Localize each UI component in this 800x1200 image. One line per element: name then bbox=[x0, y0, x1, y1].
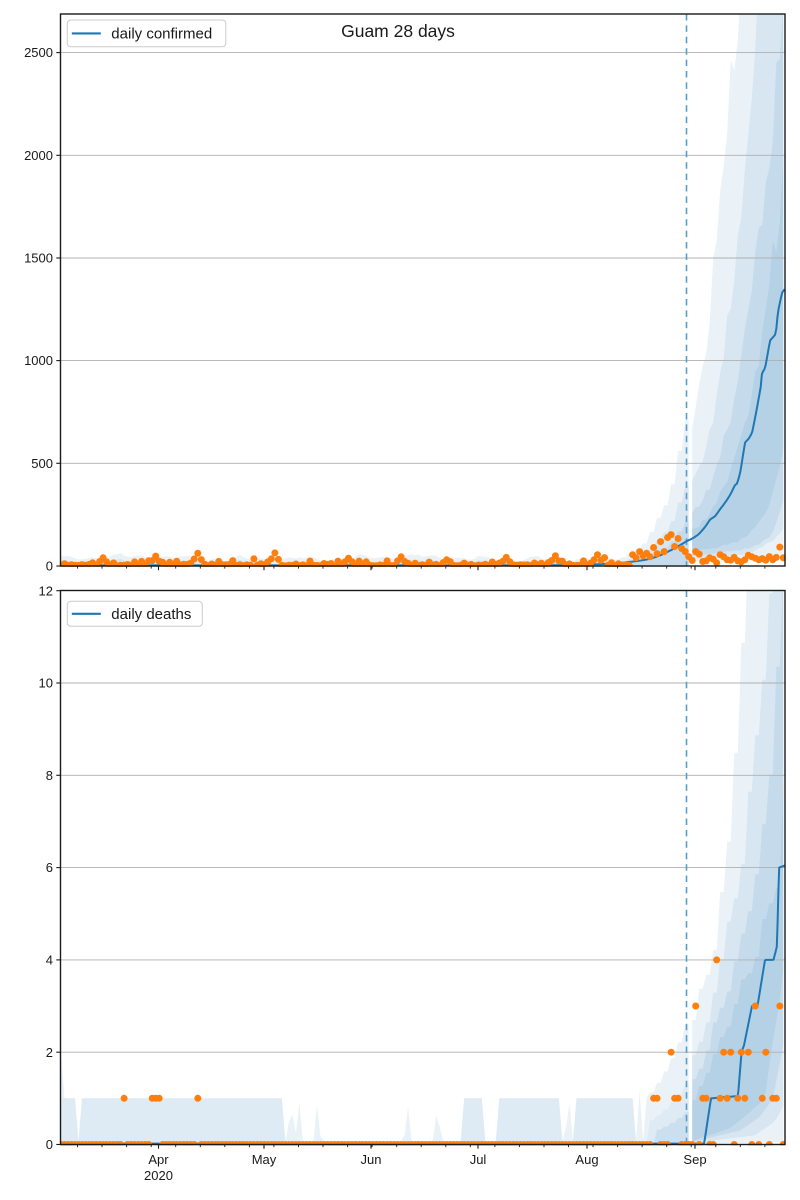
svg-text:2500: 2500 bbox=[24, 45, 53, 60]
svg-text:2: 2 bbox=[46, 1045, 53, 1060]
svg-text:12: 12 bbox=[39, 583, 53, 598]
svg-text:Apr: Apr bbox=[148, 1152, 169, 1167]
svg-text:2020: 2020 bbox=[144, 1168, 173, 1183]
svg-text:Sep: Sep bbox=[683, 1152, 706, 1167]
svg-text:6: 6 bbox=[46, 860, 53, 875]
svg-text:Aug: Aug bbox=[575, 1152, 598, 1167]
svg-text:500: 500 bbox=[31, 456, 53, 471]
svg-text:1000: 1000 bbox=[24, 353, 53, 368]
svg-text:Jul: Jul bbox=[470, 1152, 487, 1167]
svg-text:4: 4 bbox=[46, 953, 53, 968]
svg-text:1500: 1500 bbox=[24, 251, 53, 266]
svg-text:0: 0 bbox=[46, 559, 53, 574]
svg-text:daily confirmed: daily confirmed bbox=[111, 26, 212, 43]
svg-text:8: 8 bbox=[46, 768, 53, 783]
svg-text:Jun: Jun bbox=[361, 1152, 382, 1167]
svg-text:daily deaths: daily deaths bbox=[111, 606, 191, 623]
svg-text:2000: 2000 bbox=[24, 148, 53, 163]
svg-text:10: 10 bbox=[39, 676, 53, 691]
svg-text:Guam 28 days: Guam 28 days bbox=[341, 21, 455, 41]
svg-text:May: May bbox=[252, 1152, 277, 1167]
svg-text:0: 0 bbox=[46, 1137, 53, 1152]
